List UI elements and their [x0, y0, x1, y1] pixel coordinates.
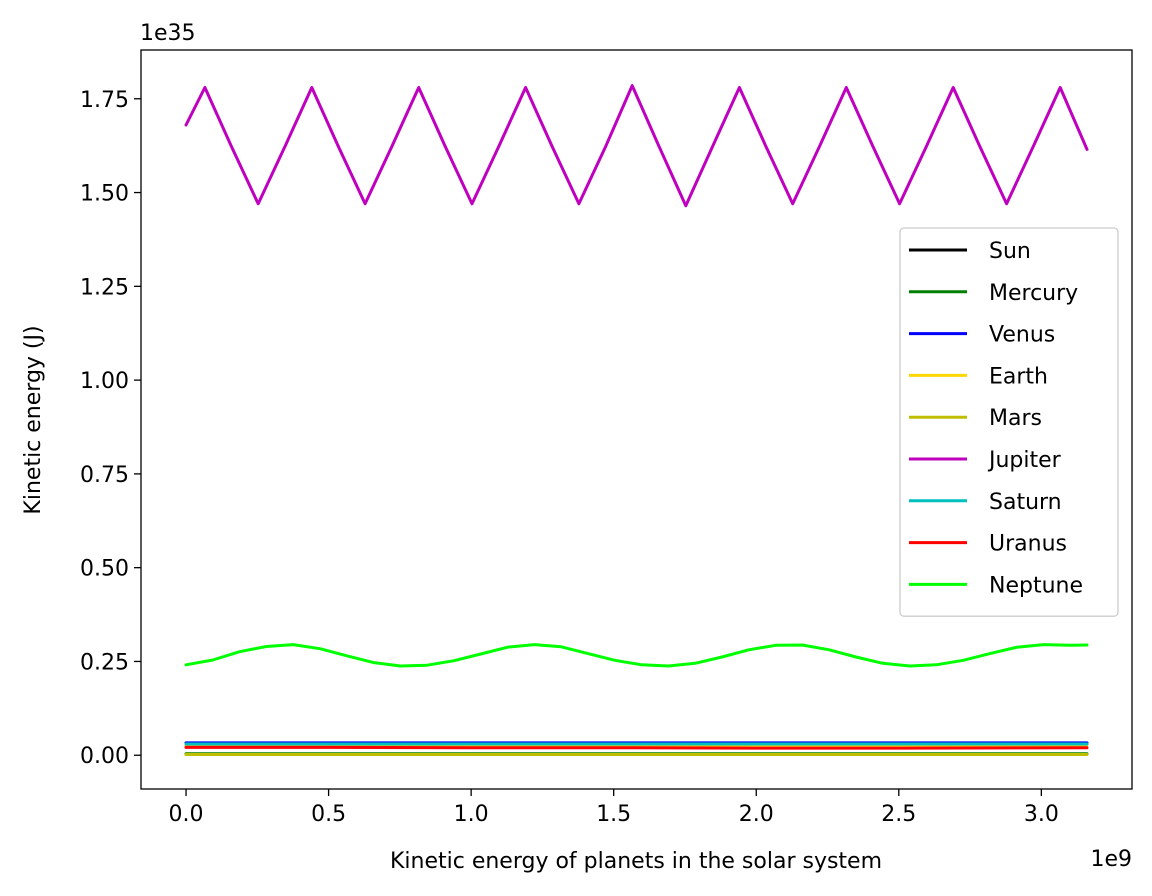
x-tick-label: 0.5	[311, 802, 346, 827]
y-tick-label: 1.50	[80, 182, 129, 207]
axes-frame	[140, 49, 1133, 790]
y-axis-label: Kinetic energy (J)	[21, 325, 46, 514]
legend-label-earth: Earth	[989, 364, 1048, 389]
y-tick-label: 0.75	[80, 463, 129, 488]
legend-label-mercury: Mercury	[989, 281, 1078, 306]
y-tick-label: 0.25	[80, 650, 129, 675]
x-tick-label: 2.0	[739, 802, 774, 827]
x-axis-ticks: 0.0 0.5 1.0 1.5 2.0 2.5 3.0	[169, 789, 1059, 827]
y-axis-ticks: 0.00 0.25 0.50 0.75 1.00 1.25 1.50 1.75	[80, 88, 141, 769]
x-tick-label: 1.5	[596, 802, 631, 827]
x-axis-offset-label: 1e9	[1090, 847, 1132, 872]
x-axis-label: Kinetic energy of planets in the solar s…	[390, 849, 882, 874]
legend-label-saturn: Saturn	[989, 490, 1062, 515]
legend-label-sun: Sun	[989, 239, 1031, 264]
y-tick-label: 0.00	[80, 744, 129, 769]
y-tick-label: 0.50	[80, 557, 129, 582]
x-tick-label: 0.0	[169, 802, 204, 827]
x-tick-label: 3.0	[1024, 802, 1059, 827]
legend-box	[899, 227, 1119, 617]
legend-label-uranus: Uranus	[989, 532, 1067, 557]
legend-label-venus: Venus	[989, 323, 1055, 348]
plot-area	[184, 84, 1089, 756]
legend-label-jupiter: Jupiter	[987, 448, 1062, 473]
y-tick-label: 1.75	[80, 88, 129, 113]
legend-label-neptune: Neptune	[989, 573, 1083, 598]
series-line-jupiter	[184, 84, 1089, 208]
y-tick-label: 1.00	[80, 369, 129, 394]
x-tick-label: 2.5	[881, 802, 916, 827]
x-tick-label: 1.0	[454, 802, 489, 827]
series-line-neptune	[184, 643, 1089, 668]
legend-label-mars: Mars	[989, 406, 1042, 431]
series-line-uranus	[184, 745, 1089, 750]
y-tick-label: 1.25	[80, 275, 129, 300]
y-axis-offset-label: 1e35	[140, 21, 196, 46]
legend: Sun Mercury Venus Earth Mars Jupiter Saturn Ura…	[899, 227, 1119, 617]
